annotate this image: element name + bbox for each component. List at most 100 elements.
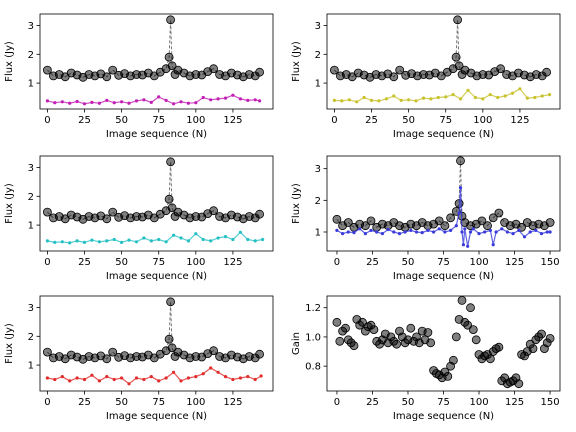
data-point	[68, 379, 71, 382]
data-point	[217, 97, 220, 100]
data-point	[426, 229, 429, 232]
data-point	[239, 231, 242, 234]
data-point	[352, 231, 355, 234]
data-point	[342, 324, 350, 332]
data-point	[390, 73, 398, 81]
y-tick-label: 3	[28, 21, 34, 32]
data-point	[165, 240, 168, 243]
x-tick-label: 50	[402, 115, 415, 126]
data-point	[113, 101, 116, 104]
series-measured	[335, 186, 551, 248]
data-point	[83, 241, 86, 244]
data-point	[53, 101, 56, 104]
x-tick-label: 0	[331, 115, 337, 126]
data-point	[449, 229, 452, 232]
data-point	[167, 298, 175, 306]
y-tick-label: 2	[28, 50, 34, 61]
panel-gain: 0 25 50 75 100 125 1500.81.01.2Image sequence …	[291, 296, 560, 422]
x-tick-label: 50	[115, 257, 128, 268]
y-tick-label: 3	[28, 303, 34, 314]
data-point	[187, 376, 190, 379]
series-line	[47, 368, 261, 384]
series-line	[47, 232, 262, 243]
series-measured	[46, 231, 264, 245]
data-point	[61, 100, 64, 103]
data-point	[194, 375, 197, 378]
data-point	[549, 230, 552, 233]
data-point	[517, 229, 520, 232]
data-point	[350, 342, 358, 350]
data-point	[506, 230, 509, 233]
data-point	[256, 68, 264, 76]
data-point	[469, 326, 477, 334]
series-measured	[333, 87, 551, 103]
data-point	[392, 230, 395, 233]
y-tick-label: 3	[315, 21, 321, 32]
data-point	[515, 380, 523, 388]
data-point	[76, 239, 79, 242]
data-point	[409, 229, 412, 232]
data-point	[474, 96, 477, 99]
data-point	[202, 238, 205, 241]
data-point	[202, 96, 205, 99]
data-point	[260, 374, 263, 377]
x-tick-label: 100	[469, 257, 488, 268]
data-point	[458, 211, 461, 214]
data-point	[458, 296, 466, 304]
series-line	[334, 89, 549, 102]
data-point	[495, 343, 503, 351]
x-tick-label: 25	[78, 397, 91, 408]
x-tick-label: 150	[541, 257, 560, 268]
y-tick-label: 1.2	[305, 303, 321, 314]
plot-area	[333, 157, 554, 248]
panel-yellow: 0 25 50 75 100 125 1 2 3 Image sequence (N) Flux (…	[291, 14, 560, 140]
data-point	[459, 186, 462, 189]
data-point	[398, 232, 401, 235]
y-tick-label: 1.0	[305, 332, 321, 343]
x-tick-label: 75	[152, 257, 165, 268]
data-point	[347, 230, 350, 233]
data-point	[98, 379, 101, 382]
data-point	[135, 99, 138, 102]
data-point	[466, 245, 469, 248]
data-point	[187, 239, 190, 242]
data-point	[414, 99, 417, 102]
data-point	[254, 239, 257, 242]
data-point	[172, 234, 175, 237]
x-axis-label: Image sequence (N)	[393, 411, 494, 422]
data-point	[466, 89, 469, 92]
data-point	[209, 239, 212, 242]
y-tick-label: 1	[28, 221, 34, 232]
data-point	[165, 53, 173, 61]
y-tick-label: 2	[315, 196, 321, 207]
data-point	[427, 339, 435, 347]
data-point	[333, 99, 336, 102]
x-axis-label: Image sequence (N)	[106, 411, 207, 422]
data-point	[61, 240, 64, 243]
x-tick-label: 25	[366, 397, 379, 408]
data-point	[179, 236, 182, 239]
data-point	[370, 99, 373, 102]
data-point	[165, 99, 168, 102]
plot-area	[330, 16, 551, 104]
data-point	[533, 96, 536, 99]
data-point	[538, 330, 546, 338]
data-point	[546, 219, 554, 227]
data-point	[165, 335, 173, 343]
series-line	[337, 188, 550, 247]
x-tick-label: 0	[44, 115, 50, 126]
data-point	[103, 73, 111, 81]
data-point	[224, 375, 227, 378]
data-point	[46, 99, 49, 102]
x-tick-label: 25	[78, 115, 91, 126]
data-point	[239, 376, 242, 379]
x-tick-label: 100	[186, 257, 205, 268]
data-point	[179, 100, 182, 103]
data-point	[157, 95, 160, 98]
data-point	[424, 329, 432, 337]
data-point	[246, 375, 249, 378]
data-point	[135, 240, 138, 243]
x-tick-label: 0	[334, 257, 340, 268]
data-point	[404, 230, 407, 233]
data-point	[369, 229, 372, 232]
